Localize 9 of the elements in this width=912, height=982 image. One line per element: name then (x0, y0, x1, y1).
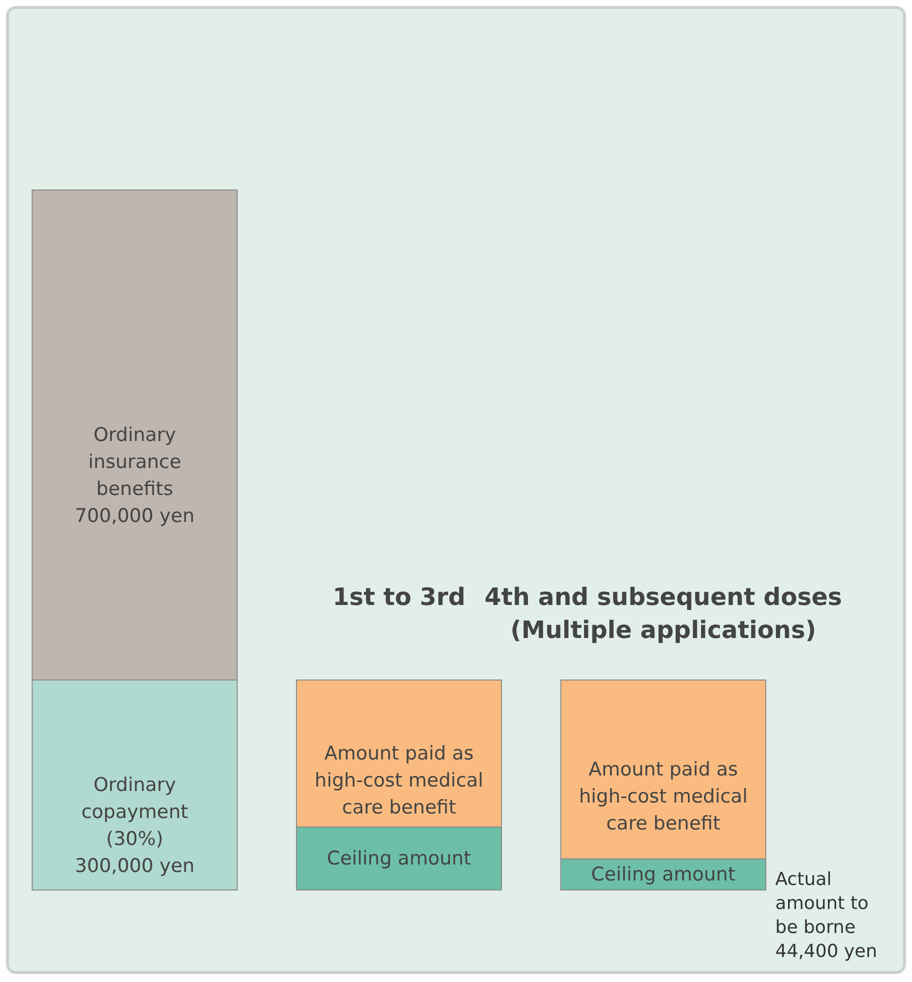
data-label: Ordinary insurance benefits 700,000 yen (74, 424, 195, 527)
data-label: Ceiling amount (591, 863, 736, 886)
annotation: Actual amount to be borne 44,400 yen (775, 869, 878, 962)
x-tick-label: 1st to 3rd (332, 583, 466, 611)
x-tick-label: 4th and subsequent doses (Multiple applications) (484, 583, 842, 644)
data-label: Amount paid as high-cost medical care benefit (314, 742, 484, 818)
data-label: Ceiling amount (326, 848, 472, 870)
data-label: Amount paid as high-cost medical care benefit (578, 758, 748, 834)
data-label: Ordinary copayment (30%) 300,000 yen (74, 774, 195, 877)
